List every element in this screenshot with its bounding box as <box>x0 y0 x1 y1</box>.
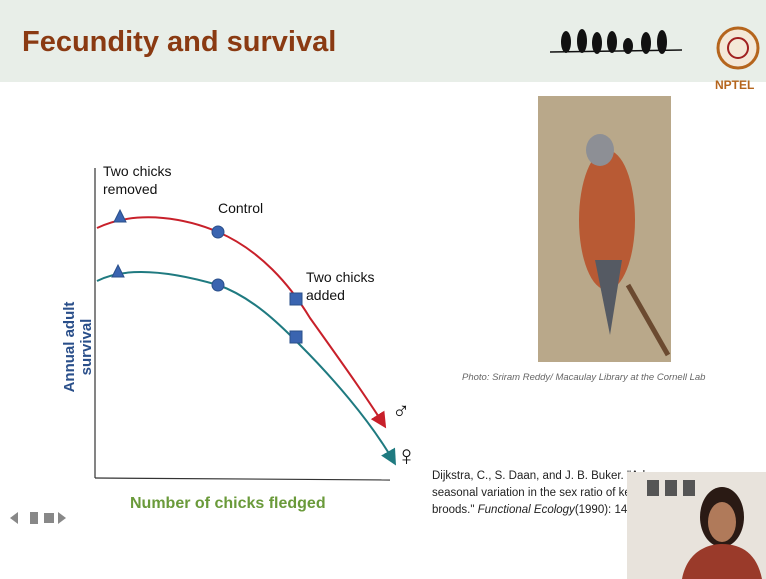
webcam-image <box>627 472 766 579</box>
y-axis-label: Annual adult survival <box>61 277 95 417</box>
kestrel-photo <box>538 96 671 362</box>
label-control: Control <box>218 199 263 217</box>
birds-icon <box>550 29 682 54</box>
slide: Fecundity and survival <box>0 0 766 579</box>
label-added: Two chicks added <box>306 268 386 304</box>
female-symbol: ♀ <box>396 440 417 472</box>
nav-icons[interactable] <box>10 512 66 524</box>
label-removed: Two chicks removed <box>103 162 183 198</box>
male-symbol: ♂ <box>392 398 410 426</box>
webcam-overlay <box>627 472 766 579</box>
nptel-logo <box>718 28 758 68</box>
logo-text: NPTEL <box>715 78 754 92</box>
x-axis-label: Number of chicks fledged <box>130 495 326 513</box>
markers <box>112 210 302 343</box>
photo-caption: Photo: Sriram Reddy/ Macaulay Library at… <box>462 372 705 383</box>
male-curve <box>97 217 384 425</box>
citation-text: broods." <box>432 504 478 516</box>
journal: Functional Ecology <box>478 504 575 516</box>
